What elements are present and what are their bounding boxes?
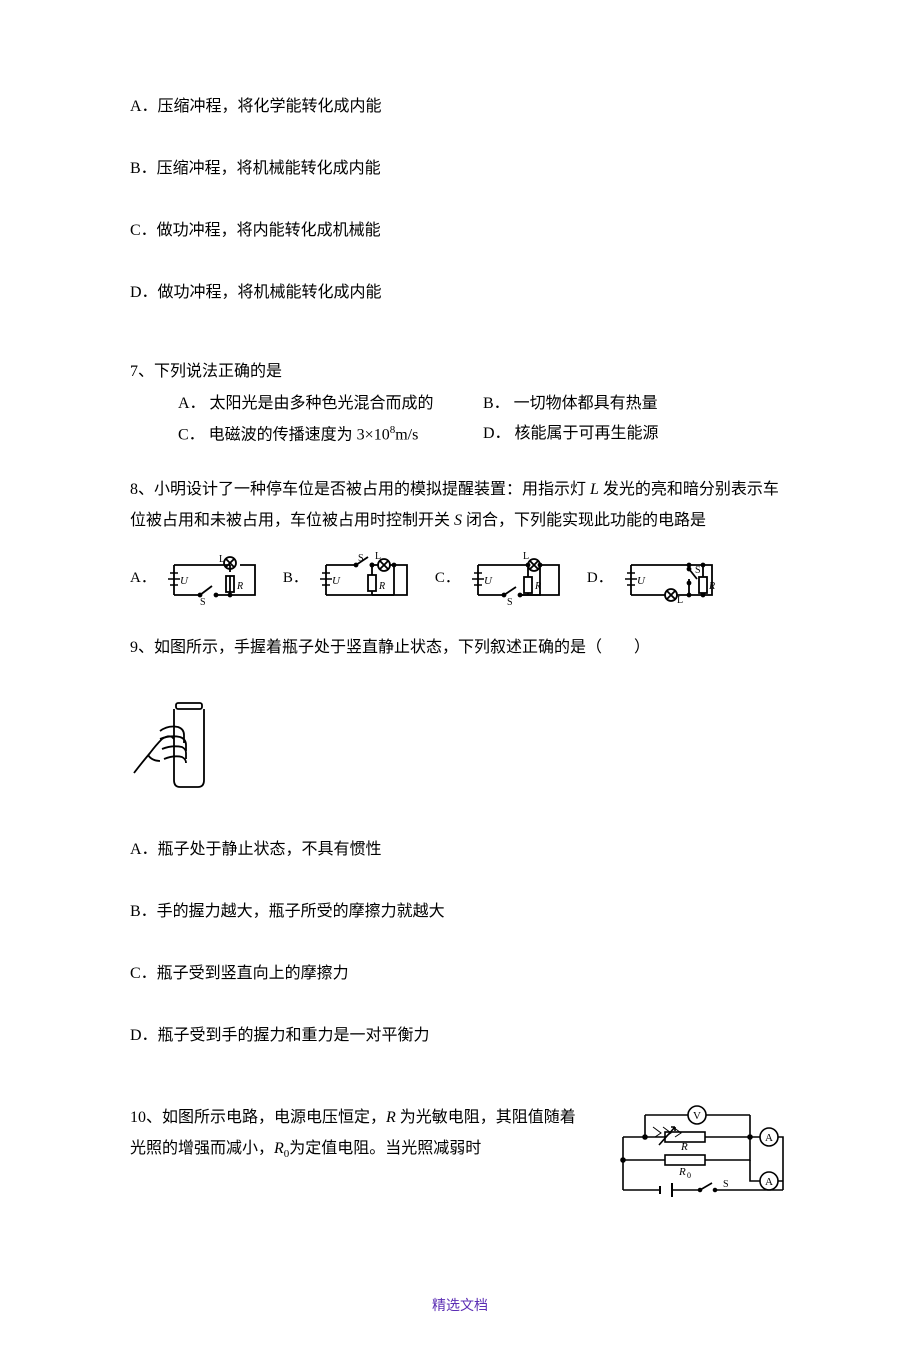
svg-text:R: R [678,1166,686,1178]
q6-option-c: C．做功冲程，将内能转化成机械能 [130,219,790,243]
svg-text:U: U [484,575,493,587]
q7-row-2: C． 电磁波的传播速度为 3×108m/s D． 核能属于可再生能源 [130,422,790,447]
svg-text:R: R [680,1141,688,1153]
svg-text:U: U [180,575,189,587]
question-6-options: A．压缩冲程，将化学能转化成内能 B．压缩冲程，将机械能转化成内能 C．做功冲程… [130,95,790,305]
q9-option-d: D．瓶子受到手的握力和重力是一对平衡力 [130,1024,790,1048]
q7-option-d: D． 核能属于可再生能源 [483,422,659,447]
question-10: 10、如图所示电路，电源电压恒定，R 为光敏电阻，其阻值随着光照的增强而减小，R… [130,1103,790,1206]
svg-text:A: A [765,1132,773,1144]
svg-text:L: L [375,551,381,562]
q10-stem: 10、如图所示电路，电源电压恒定，R 为光敏电阻，其阻值随着光照的增强而减小，R… [130,1103,585,1164]
svg-text:S: S [200,597,206,606]
q7-option-a: A． 太阳光是由多种色光混合而成的 [178,392,483,416]
footer-text: 精选文档 [130,1296,790,1317]
svg-text:S: S [507,597,513,606]
question-9: 9、如图所示，手握着瓶子处于竖直静止状态，下列叙述正确的是（ ） A．瓶子处于静… [130,636,790,1048]
svg-text:U: U [637,575,646,587]
svg-text:0: 0 [687,1171,691,1180]
circuit-a-icon: U S L R [160,551,265,606]
q6-option-b: B．压缩冲程，将机械能转化成内能 [130,157,790,181]
circuit-b-icon: U S L R [312,551,417,606]
svg-text:L: L [523,551,529,562]
question-8: 8、小明设计了一种停车位是否被占用的模拟提醒装置：用指示灯 L 发光的亮和暗分别… [130,475,790,606]
q9-option-b: B．手的握力越大，瓶子所受的摩擦力就越大 [130,900,790,924]
svg-text:S: S [723,1179,729,1190]
q9-stem: 9、如图所示，手握着瓶子处于竖直静止状态，下列叙述正确的是（ ） [130,636,790,660]
q9-hand-bottle-image [130,695,790,803]
svg-text:A: A [765,1176,773,1188]
svg-text:R: R [236,581,243,592]
q8-stem: 8、小明设计了一种停车位是否被占用的模拟提醒装置：用指示灯 L 发光的亮和暗分别… [130,475,790,536]
svg-text:S: S [695,565,701,576]
question-7: 7、下列说法正确的是 A． 太阳光是由多种色光混合而成的 B． 一切物体都具有热… [130,360,790,447]
q6-option-d: D．做功冲程，将机械能转化成内能 [130,281,790,305]
q6-option-a: A．压缩冲程，将化学能转化成内能 [130,95,790,119]
circuit-d-icon: U L S R [617,551,722,606]
svg-text:L: L [219,554,225,565]
q8-option-a: A． U S L R [130,551,265,606]
q7-stem: 7、下列说法正确的是 [130,360,790,384]
svg-text:R: R [378,581,385,592]
svg-text:V: V [693,1110,701,1122]
svg-text:R: R [708,581,715,592]
q8-option-b: B． U S L R [283,551,417,606]
q8-option-c: C． U L S R [435,551,569,606]
svg-text:U: U [332,575,341,587]
q8-option-d: D． U L S R [587,551,722,606]
q7-row-1: A． 太阳光是由多种色光混合而成的 B． 一切物体都具有热量 [130,392,790,416]
circuit-c-icon: U L S R [464,551,569,606]
q7-option-c: C． 电磁波的传播速度为 3×108m/s [178,422,483,447]
q9-option-c: C．瓶子受到竖直向上的摩擦力 [130,962,790,986]
q10-circuit-image: V R A R 0 A [605,1103,790,1206]
svg-text:L: L [677,595,683,606]
q7-option-b: B． 一切物体都具有热量 [483,392,658,416]
q8-options-row: A． U S L R [130,551,790,606]
q9-option-a: A．瓶子处于静止状态，不具有惯性 [130,838,790,862]
svg-text:S: S [358,553,364,564]
